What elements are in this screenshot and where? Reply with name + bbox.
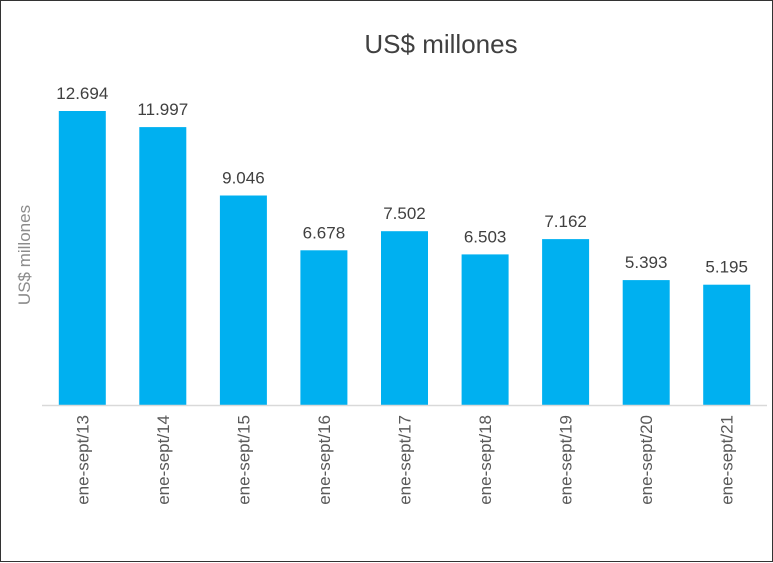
value-label-3: 9.046 — [222, 169, 265, 188]
bar-6 — [461, 254, 509, 405]
value-label-9: 5.195 — [705, 258, 748, 277]
x-tick-label-8: ene-sept/20 — [637, 415, 656, 505]
x-tick-labels-group: ene-sept/13 ene-sept/14 ene-sept/15 ene-sep… — [73, 415, 736, 505]
value-label-8: 5.393 — [625, 253, 668, 272]
value-label-1: 12.694 — [56, 84, 108, 103]
bars-group — [58, 111, 751, 405]
x-tick-label-1: ene-sept/13 — [73, 415, 92, 505]
x-tick-label-3: ene-sept/15 — [234, 415, 253, 505]
value-label-4: 6.678 — [303, 223, 346, 242]
bar-7 — [542, 239, 590, 405]
value-label-2: 11.997 — [137, 100, 188, 119]
value-label-5: 7.502 — [383, 204, 426, 223]
x-tick-label-2: ene-sept/14 — [154, 415, 173, 505]
y-axis-label: US$ millones — [15, 205, 34, 305]
bar-8 — [622, 280, 670, 405]
value-labels-group: 12.694 11.997 9.046 6.678 7.502 6.503 7.162 5.3… — [56, 84, 748, 277]
x-tick-label-6: ene-sept/18 — [476, 415, 495, 505]
chart-title: US$ millones — [364, 29, 517, 59]
bar-5 — [381, 231, 428, 405]
x-tick-label-5: ene-sept/17 — [396, 415, 415, 505]
x-tick-label-9: ene-sept/21 — [718, 415, 737, 505]
bar-3 — [219, 195, 267, 405]
value-label-7: 7.162 — [544, 212, 587, 231]
x-tick-label-4: ene-sept/16 — [315, 415, 334, 505]
value-label-6: 6.503 — [464, 227, 507, 246]
bar-1 — [58, 111, 106, 405]
bar-2 — [139, 127, 187, 405]
bar-4 — [300, 250, 348, 405]
x-tick-label-7: ene-sept/19 — [557, 415, 576, 505]
bar-9 — [703, 284, 751, 405]
